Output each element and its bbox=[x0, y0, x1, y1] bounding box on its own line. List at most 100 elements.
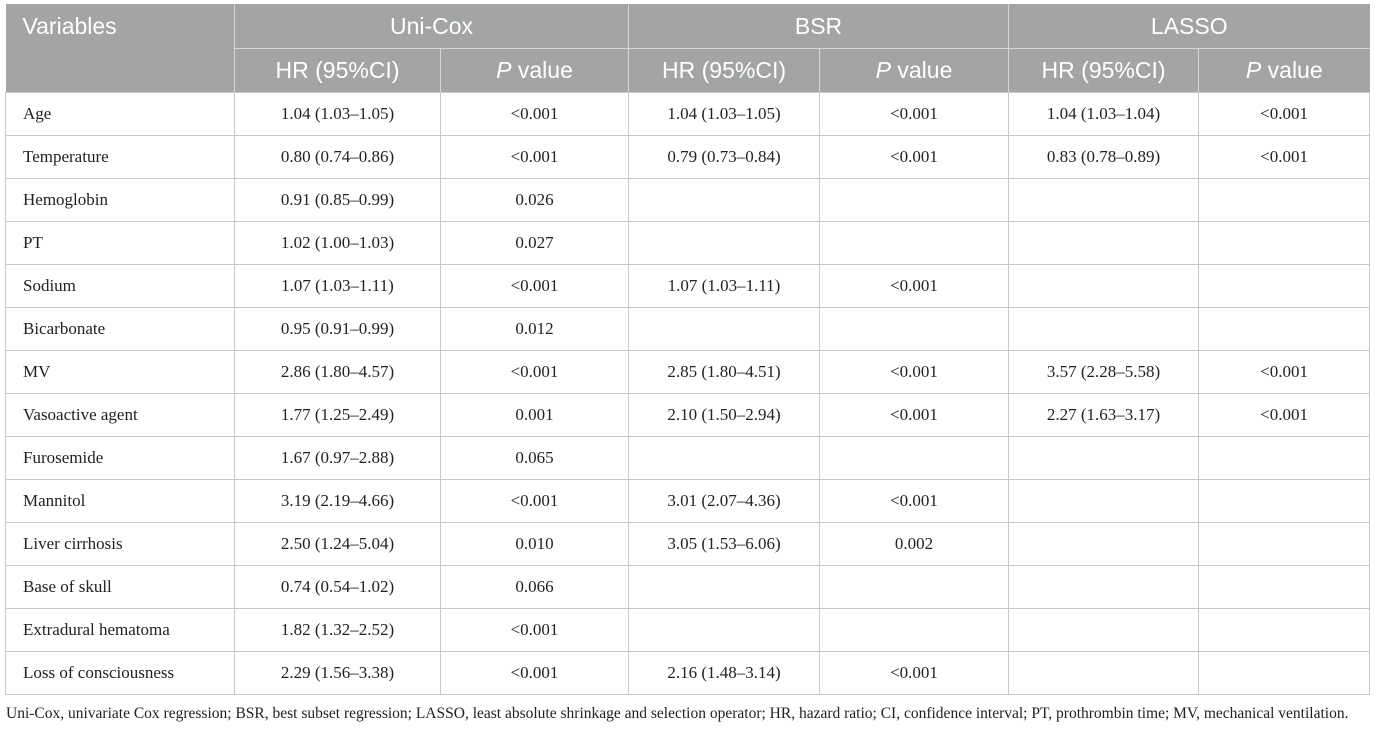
cell-bsr-p bbox=[819, 436, 1010, 480]
cell-bsr-p: 0.002 bbox=[819, 522, 1010, 566]
cell-bsr-p: <0.001 bbox=[819, 479, 1010, 523]
cell-variable: Loss of consciousness bbox=[5, 651, 235, 695]
cell-bsr-hr: 2.16 (1.48–3.14) bbox=[628, 651, 821, 695]
cell-unicox-p: <0.001 bbox=[439, 350, 630, 394]
table-row: PT 1.02 (1.00–1.03) 0.027 bbox=[5, 221, 1371, 265]
header-group-lasso: LASSO bbox=[1008, 4, 1370, 49]
cell-variable: Vasoactive agent bbox=[5, 393, 235, 437]
header-group-bsr: BSR bbox=[628, 4, 1009, 49]
table-row: Age 1.04 (1.03–1.05) <0.001 1.04 (1.03–1.05… bbox=[5, 92, 1371, 136]
table-row: Liver cirrhosis 2.50 (1.24–5.04) 0.010 3.05… bbox=[5, 522, 1371, 566]
cell-lasso-p bbox=[1198, 522, 1371, 566]
cox-regression-table: Variables Uni-Cox BSR LASSO HR (95%CI) P… bbox=[5, 4, 1371, 695]
cell-lasso-p bbox=[1198, 221, 1371, 265]
table-row: Vasoactive agent 1.77 (1.25–2.49) 0.001 2.1… bbox=[5, 393, 1371, 437]
cell-bsr-p bbox=[819, 307, 1010, 351]
cell-lasso-p bbox=[1198, 608, 1371, 652]
cell-lasso-p bbox=[1198, 264, 1371, 308]
cell-unicox-hr: 2.29 (1.56–3.38) bbox=[234, 651, 441, 695]
cell-bsr-hr: 3.05 (1.53–6.06) bbox=[628, 522, 821, 566]
cell-unicox-p: <0.001 bbox=[439, 264, 630, 308]
cell-variable: Temperature bbox=[5, 135, 235, 179]
cell-lasso-hr bbox=[1008, 264, 1200, 308]
cell-variable: Sodium bbox=[5, 264, 235, 308]
cell-lasso-p: <0.001 bbox=[1198, 350, 1371, 394]
cell-bsr-hr bbox=[628, 178, 821, 222]
cell-bsr-p: <0.001 bbox=[819, 92, 1010, 136]
cell-bsr-hr bbox=[628, 565, 821, 609]
p-label-italic: P bbox=[1245, 57, 1262, 83]
cell-bsr-hr: 2.10 (1.50–2.94) bbox=[628, 393, 821, 437]
cell-variable: MV bbox=[5, 350, 235, 394]
cell-bsr-p bbox=[819, 565, 1010, 609]
cell-lasso-hr bbox=[1008, 651, 1200, 695]
cell-unicox-hr: 2.50 (1.24–5.04) bbox=[234, 522, 441, 566]
cell-variable: Extradural hematoma bbox=[5, 608, 235, 652]
cell-bsr-hr: 2.85 (1.80–4.51) bbox=[628, 350, 821, 394]
cell-unicox-hr: 0.95 (0.91–0.99) bbox=[234, 307, 441, 351]
header-lasso-p: P value bbox=[1198, 48, 1370, 93]
cell-unicox-hr: 1.07 (1.03–1.11) bbox=[234, 264, 441, 308]
cell-unicox-p: <0.001 bbox=[439, 479, 630, 523]
cell-lasso-hr: 1.04 (1.03–1.04) bbox=[1008, 92, 1200, 136]
cell-bsr-p bbox=[819, 178, 1010, 222]
cell-bsr-hr bbox=[628, 307, 821, 351]
cell-unicox-p: 0.066 bbox=[439, 565, 630, 609]
header-variables: Variables bbox=[5, 4, 235, 49]
p-label-rest: value bbox=[1261, 57, 1323, 83]
table-body: Age 1.04 (1.03–1.05) <0.001 1.04 (1.03–1.05… bbox=[5, 92, 1371, 695]
cell-bsr-hr bbox=[628, 436, 821, 480]
p-label-italic: P bbox=[875, 57, 891, 83]
header-lasso-hr: HR (95%CI) bbox=[1008, 48, 1199, 93]
cell-unicox-p: 0.001 bbox=[439, 393, 630, 437]
table-row: Extradural hematoma 1.82 (1.32–2.52) <0.00… bbox=[5, 608, 1371, 652]
cell-bsr-p bbox=[819, 221, 1010, 265]
table-header: Variables Uni-Cox BSR LASSO HR (95%CI) P… bbox=[5, 4, 1370, 93]
cell-unicox-hr: 1.77 (1.25–2.49) bbox=[234, 393, 441, 437]
cell-variable: Mannitol bbox=[5, 479, 235, 523]
sub-header-row: HR (95%CI) P value HR (95%CI) P value HR… bbox=[5, 48, 1370, 93]
p-label-italic: P bbox=[496, 57, 512, 83]
cell-bsr-hr: 3.01 (2.07–4.36) bbox=[628, 479, 821, 523]
table-row: Base of skull 0.74 (0.54–1.02) 0.066 bbox=[5, 565, 1371, 609]
cell-variable: Liver cirrhosis bbox=[5, 522, 235, 566]
cell-unicox-hr: 1.82 (1.32–2.52) bbox=[234, 608, 441, 652]
cell-unicox-hr: 1.02 (1.00–1.03) bbox=[234, 221, 441, 265]
cell-unicox-p: <0.001 bbox=[439, 135, 630, 179]
cell-lasso-hr bbox=[1008, 436, 1200, 480]
cell-bsr-hr: 1.07 (1.03–1.11) bbox=[628, 264, 821, 308]
cell-lasso-hr bbox=[1008, 479, 1200, 523]
cell-bsr-p: <0.001 bbox=[819, 350, 1010, 394]
cell-unicox-p: 0.012 bbox=[439, 307, 630, 351]
cell-unicox-hr: 1.04 (1.03–1.05) bbox=[234, 92, 441, 136]
cell-unicox-p: <0.001 bbox=[439, 92, 630, 136]
table-row: MV 2.86 (1.80–4.57) <0.001 2.85 (1.80–4.51)… bbox=[5, 350, 1371, 394]
cell-unicox-hr: 3.19 (2.19–4.66) bbox=[234, 479, 441, 523]
table-row: Loss of consciousness 2.29 (1.56–3.38) <0.… bbox=[5, 651, 1371, 695]
cell-bsr-hr bbox=[628, 221, 821, 265]
cell-variable: Bicarbonate bbox=[5, 307, 235, 351]
table-row: Furosemide 1.67 (0.97–2.88) 0.065 bbox=[5, 436, 1371, 480]
cell-variable: Hemoglobin bbox=[5, 178, 235, 222]
p-label-rest: value bbox=[891, 57, 953, 83]
cell-lasso-p bbox=[1198, 565, 1371, 609]
cell-unicox-p: 0.026 bbox=[439, 178, 630, 222]
cell-unicox-hr: 0.80 (0.74–0.86) bbox=[234, 135, 441, 179]
cell-bsr-p bbox=[819, 608, 1010, 652]
header-group-unicox: Uni-Cox bbox=[233, 4, 629, 49]
cell-unicox-p: 0.010 bbox=[439, 522, 630, 566]
p-label-rest: value bbox=[511, 57, 573, 83]
table-row: Hemoglobin 0.91 (0.85–0.99) 0.026 bbox=[5, 178, 1371, 222]
cell-variable: Age bbox=[5, 92, 235, 136]
cell-lasso-p: <0.001 bbox=[1198, 92, 1371, 136]
cell-unicox-hr: 0.74 (0.54–1.02) bbox=[234, 565, 441, 609]
cell-bsr-p: <0.001 bbox=[819, 651, 1010, 695]
header-bsr-p: P value bbox=[819, 48, 1009, 93]
table-row: Temperature 0.80 (0.74–0.86) <0.001 0.79 (0… bbox=[5, 135, 1371, 179]
group-header-row: Variables Uni-Cox BSR LASSO bbox=[5, 4, 1370, 49]
cell-unicox-p: <0.001 bbox=[439, 608, 630, 652]
cell-bsr-hr: 1.04 (1.03–1.05) bbox=[628, 92, 821, 136]
cell-bsr-p: <0.001 bbox=[819, 264, 1010, 308]
table-footnote: Uni-Cox, univariate Cox regression; BSR,… bbox=[6, 705, 1349, 722]
header-bsr-hr: HR (95%CI) bbox=[628, 48, 820, 93]
